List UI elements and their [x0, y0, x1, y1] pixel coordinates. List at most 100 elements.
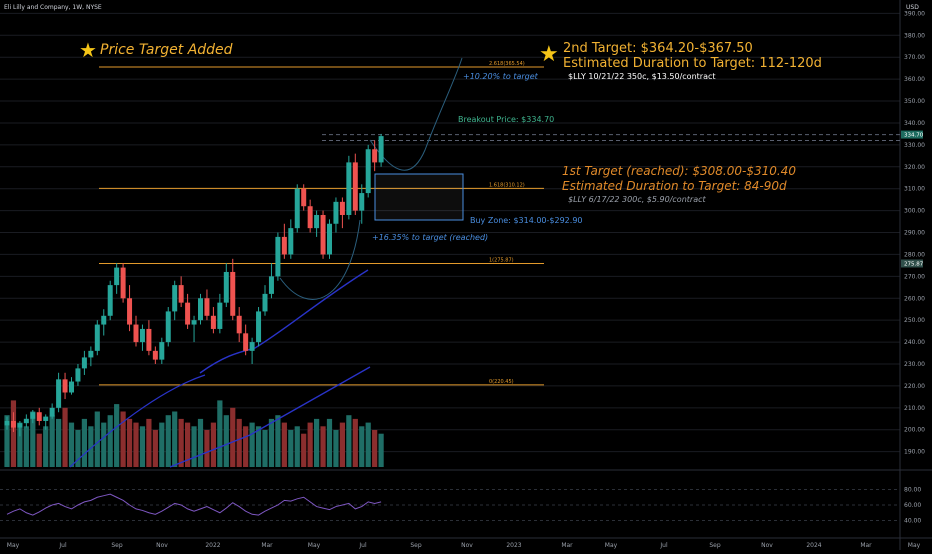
volume-bar — [114, 404, 120, 467]
candle-body — [275, 236, 281, 277]
rsi-pane: 80.00 60.00 40.00 — [0, 487, 921, 525]
time-tick-label: May — [7, 542, 20, 549]
candle-body — [217, 302, 223, 329]
volume-bar — [159, 422, 165, 467]
time-tick-label: Nov — [461, 542, 473, 549]
candle-body — [133, 324, 139, 343]
candle-body — [17, 423, 23, 428]
volume-bar — [255, 426, 262, 467]
candle-body — [352, 162, 358, 211]
volume-bar — [191, 426, 197, 467]
price-tick-label: 260.00 — [904, 295, 925, 302]
volume-bar — [230, 407, 236, 467]
moving-average-line — [199, 269, 369, 374]
star-icon: ★ — [539, 42, 559, 67]
volume-bar — [36, 433, 42, 467]
candle-body — [281, 236, 287, 255]
candle-body — [107, 285, 113, 316]
time-tick-label: 2022 — [205, 542, 220, 549]
volume-bar — [249, 422, 255, 467]
candle-body — [94, 324, 100, 351]
time-tick-label: Nov — [761, 542, 773, 549]
volume-bar — [288, 430, 294, 467]
price-tick-label: 280.00 — [904, 251, 925, 258]
volume-bar — [268, 418, 275, 467]
price-tick-label: 390.00 — [904, 10, 925, 17]
volume-bar — [365, 422, 371, 467]
candle-body — [81, 357, 87, 369]
volume-bar — [326, 418, 333, 467]
volume-bar — [178, 418, 184, 467]
volume-bar — [346, 415, 352, 467]
price-axis: 190.00 200.00 210.00 220.00 230.00 240.00 250.… — [904, 10, 925, 455]
price-tick-label: 370.00 — [904, 54, 925, 61]
time-tick-label: May — [605, 542, 618, 549]
candle-body — [101, 315, 107, 325]
time-tick-label: Sep — [111, 542, 123, 549]
currency-label: USD — [906, 4, 919, 11]
volume-bar — [301, 433, 307, 467]
fib-levels: 2.618(365.54) 1.618(310.12) 1(275.87) 0(220… — [99, 61, 544, 386]
time-tick-label: May — [908, 542, 921, 549]
candle-body — [243, 333, 249, 351]
volume-bar — [352, 418, 358, 467]
price-tick-label: 200.00 — [904, 427, 925, 434]
candle-body — [165, 311, 171, 343]
second-contract-label: $LLY 10/21/22 350c, $13.50/contract — [568, 72, 716, 81]
price-tag-label: 334.70 — [904, 133, 924, 139]
volume-bar — [94, 411, 100, 467]
time-tick-label: Jul — [58, 542, 67, 549]
candle-body — [346, 162, 352, 215]
candle-body — [262, 293, 268, 312]
volume-bar — [4, 415, 10, 467]
price-tick-label: 320.00 — [904, 164, 925, 171]
time-axis: May Jul Sep Nov 2022 Mar May Jul Sep Nov 2023 Mar Ma… — [7, 542, 921, 549]
candle-body — [75, 368, 81, 382]
candle-body — [43, 416, 49, 421]
price-tick-label: 220.00 — [904, 383, 925, 390]
volume-bar — [101, 422, 107, 467]
candle-body — [114, 267, 120, 286]
volume-bar — [107, 415, 113, 467]
time-tick-label: 2024 — [806, 542, 821, 549]
volume-bar — [217, 400, 223, 467]
candle-body — [307, 206, 313, 229]
volume-bar — [275, 415, 281, 467]
price-tag — [901, 130, 923, 139]
buy-zone-box[interactable] — [374, 173, 464, 221]
candle-body — [146, 328, 152, 351]
candle-body — [4, 420, 10, 426]
candle-body — [359, 193, 365, 211]
volume-bar — [43, 426, 49, 467]
volume-bar — [294, 426, 300, 467]
volume-bar — [56, 418, 62, 467]
price-tags: 334.70 275.87 — [901, 130, 924, 268]
candle-body — [127, 298, 133, 325]
rsi-tick-label: 40.00 — [904, 518, 921, 525]
candle-body — [294, 188, 300, 229]
price-tick-label: 250.00 — [904, 317, 925, 324]
price-tick-label: 230.00 — [904, 361, 925, 368]
candle-body — [62, 379, 68, 393]
time-tick-label: May — [308, 542, 321, 549]
breakout-price-label: Breakout Price: $334.70 — [458, 115, 554, 124]
volume-bar — [223, 415, 229, 467]
candle-body — [88, 350, 94, 358]
time-tick-label: Mar — [561, 542, 573, 549]
second-target-label: 2nd Target: $364.20-$367.50 — [563, 41, 753, 56]
candle-body — [236, 315, 242, 334]
candle-body — [372, 149, 378, 163]
volume-bar — [236, 418, 242, 467]
buy-zone-label: Buy Zone: $314.00-$292.90 — [470, 216, 583, 225]
candle-body — [210, 315, 216, 329]
volume-bar — [68, 422, 75, 467]
candles — [4, 133, 384, 437]
time-tick-label: 2023 — [506, 542, 521, 549]
price-tick-label: 350.00 — [904, 98, 925, 105]
candle-body — [120, 267, 126, 299]
volume-bar — [262, 430, 268, 467]
